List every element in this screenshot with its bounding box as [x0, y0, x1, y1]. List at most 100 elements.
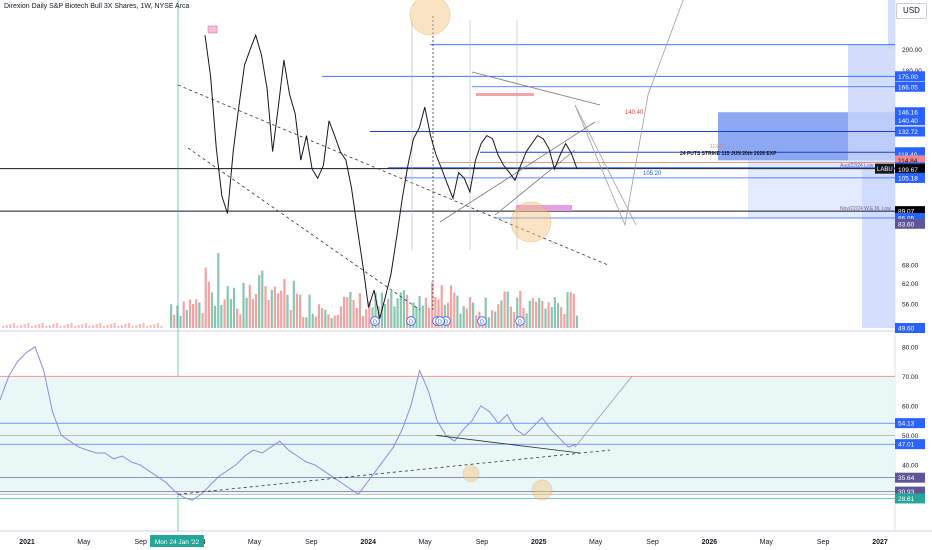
volume-bar	[131, 326, 134, 328]
price-label-bg	[895, 206, 925, 217]
volume-bar	[327, 314, 330, 328]
price-axis-tick: 68.00	[902, 263, 919, 270]
volume-bar	[557, 303, 560, 328]
volume-bar	[299, 294, 302, 328]
volume-bar	[434, 297, 437, 328]
volume-bar	[456, 295, 459, 328]
crosshair-date: Mon 24 Jan '22	[155, 539, 200, 546]
volume-bar	[84, 323, 87, 328]
price-label-bg	[895, 149, 925, 160]
volume-bar	[59, 326, 62, 328]
dividend-marker	[477, 316, 487, 326]
volume-bar	[45, 326, 48, 328]
projection-zone	[848, 44, 895, 169]
volume-bar	[120, 325, 123, 328]
volume-bar	[406, 294, 409, 328]
volume-bar	[170, 304, 173, 328]
price-label: 175.00	[898, 74, 918, 81]
volume-bar	[138, 324, 141, 328]
time-axis-tick: Sep	[134, 539, 147, 546]
price-label: 109.67	[898, 167, 918, 174]
volume-bar	[443, 304, 446, 328]
volume-bar	[494, 311, 497, 328]
time-axis-tick: 2024	[360, 539, 376, 546]
volume-bar	[361, 316, 365, 328]
marker-rect	[207, 25, 218, 34]
volume-bar	[283, 278, 286, 328]
volume-bar	[302, 317, 305, 328]
annotation-wem: Nov/22/24 W.E.M. Low	[840, 206, 891, 212]
volume-bar	[56, 323, 59, 328]
volume-bar	[462, 306, 465, 328]
volume-bar	[102, 326, 105, 328]
volume-bar	[173, 314, 176, 328]
rsi-trendline	[177, 449, 611, 495]
volume-bar	[339, 306, 343, 328]
volume-bar	[516, 297, 519, 328]
time-axis-tick: Sep	[476, 539, 489, 546]
volume-bar	[117, 326, 120, 328]
volume-bar	[468, 297, 472, 328]
volume-bar	[41, 323, 44, 328]
volume-bar	[12, 323, 15, 328]
volume-bar	[195, 299, 198, 328]
volume-bar	[333, 315, 336, 328]
volume-bar	[446, 302, 450, 328]
currency-button[interactable]: USD	[896, 3, 927, 19]
volume-bar	[330, 318, 333, 328]
highlight-circle	[462, 465, 480, 482]
volume-bar	[387, 299, 390, 328]
volume-bar	[421, 305, 424, 328]
volume-bar	[346, 297, 349, 328]
dividend-label: D	[438, 320, 442, 326]
volume-bar	[418, 296, 421, 328]
price-label-bg	[895, 323, 925, 333]
volume-bar	[220, 304, 223, 328]
volume-bar	[20, 325, 23, 328]
dividend-label: D	[373, 320, 377, 326]
volume-bar	[317, 304, 321, 328]
volume-bar	[560, 307, 563, 328]
volume-bar	[358, 293, 361, 328]
volume-bar	[192, 304, 195, 328]
volume-bar	[437, 299, 440, 328]
price-label: 140.40	[898, 118, 918, 125]
volume-bar	[349, 292, 352, 328]
price-label: 105.18	[898, 175, 918, 182]
volume-bar	[264, 286, 267, 328]
volume-bar	[245, 297, 248, 328]
volume-bar	[95, 324, 98, 328]
price-label: 114.84	[898, 158, 918, 165]
volume-bar	[156, 323, 159, 328]
rsi-line	[0, 346, 578, 501]
volume-bar	[472, 302, 475, 328]
volume-bar	[124, 324, 127, 328]
volume-bar	[528, 300, 531, 328]
volume-bar	[106, 325, 109, 328]
dividend-label: D	[444, 320, 448, 326]
price-label-bg	[895, 155, 925, 166]
volume-bar	[374, 292, 377, 328]
volume-bar	[229, 298, 232, 328]
volume-bar	[176, 305, 179, 328]
volume-bar	[535, 301, 538, 328]
rsi-axis-tick: 40.00	[902, 462, 919, 469]
time-axis-tick: 2025	[531, 539, 547, 546]
rsi-label-bg	[895, 439, 925, 450]
volume-bar	[450, 285, 453, 328]
volume-bar	[399, 292, 402, 328]
volume-bar	[321, 308, 324, 328]
channel-line	[439, 121, 596, 223]
volume-bar	[204, 267, 207, 328]
volume-bar	[324, 309, 327, 328]
price-label: 146.16	[898, 110, 918, 117]
volume-bar	[261, 270, 264, 328]
volume-bar	[465, 308, 468, 328]
annotation-113: 113.67	[710, 144, 725, 150]
volume-bar	[547, 302, 550, 328]
price-label: 49.60	[898, 326, 915, 333]
time-axis-tick: 2027	[872, 539, 888, 546]
volume-bar	[153, 324, 156, 328]
chart-title: Direxion Daily S&P Biotech Bull 3X Share…	[4, 3, 190, 10]
